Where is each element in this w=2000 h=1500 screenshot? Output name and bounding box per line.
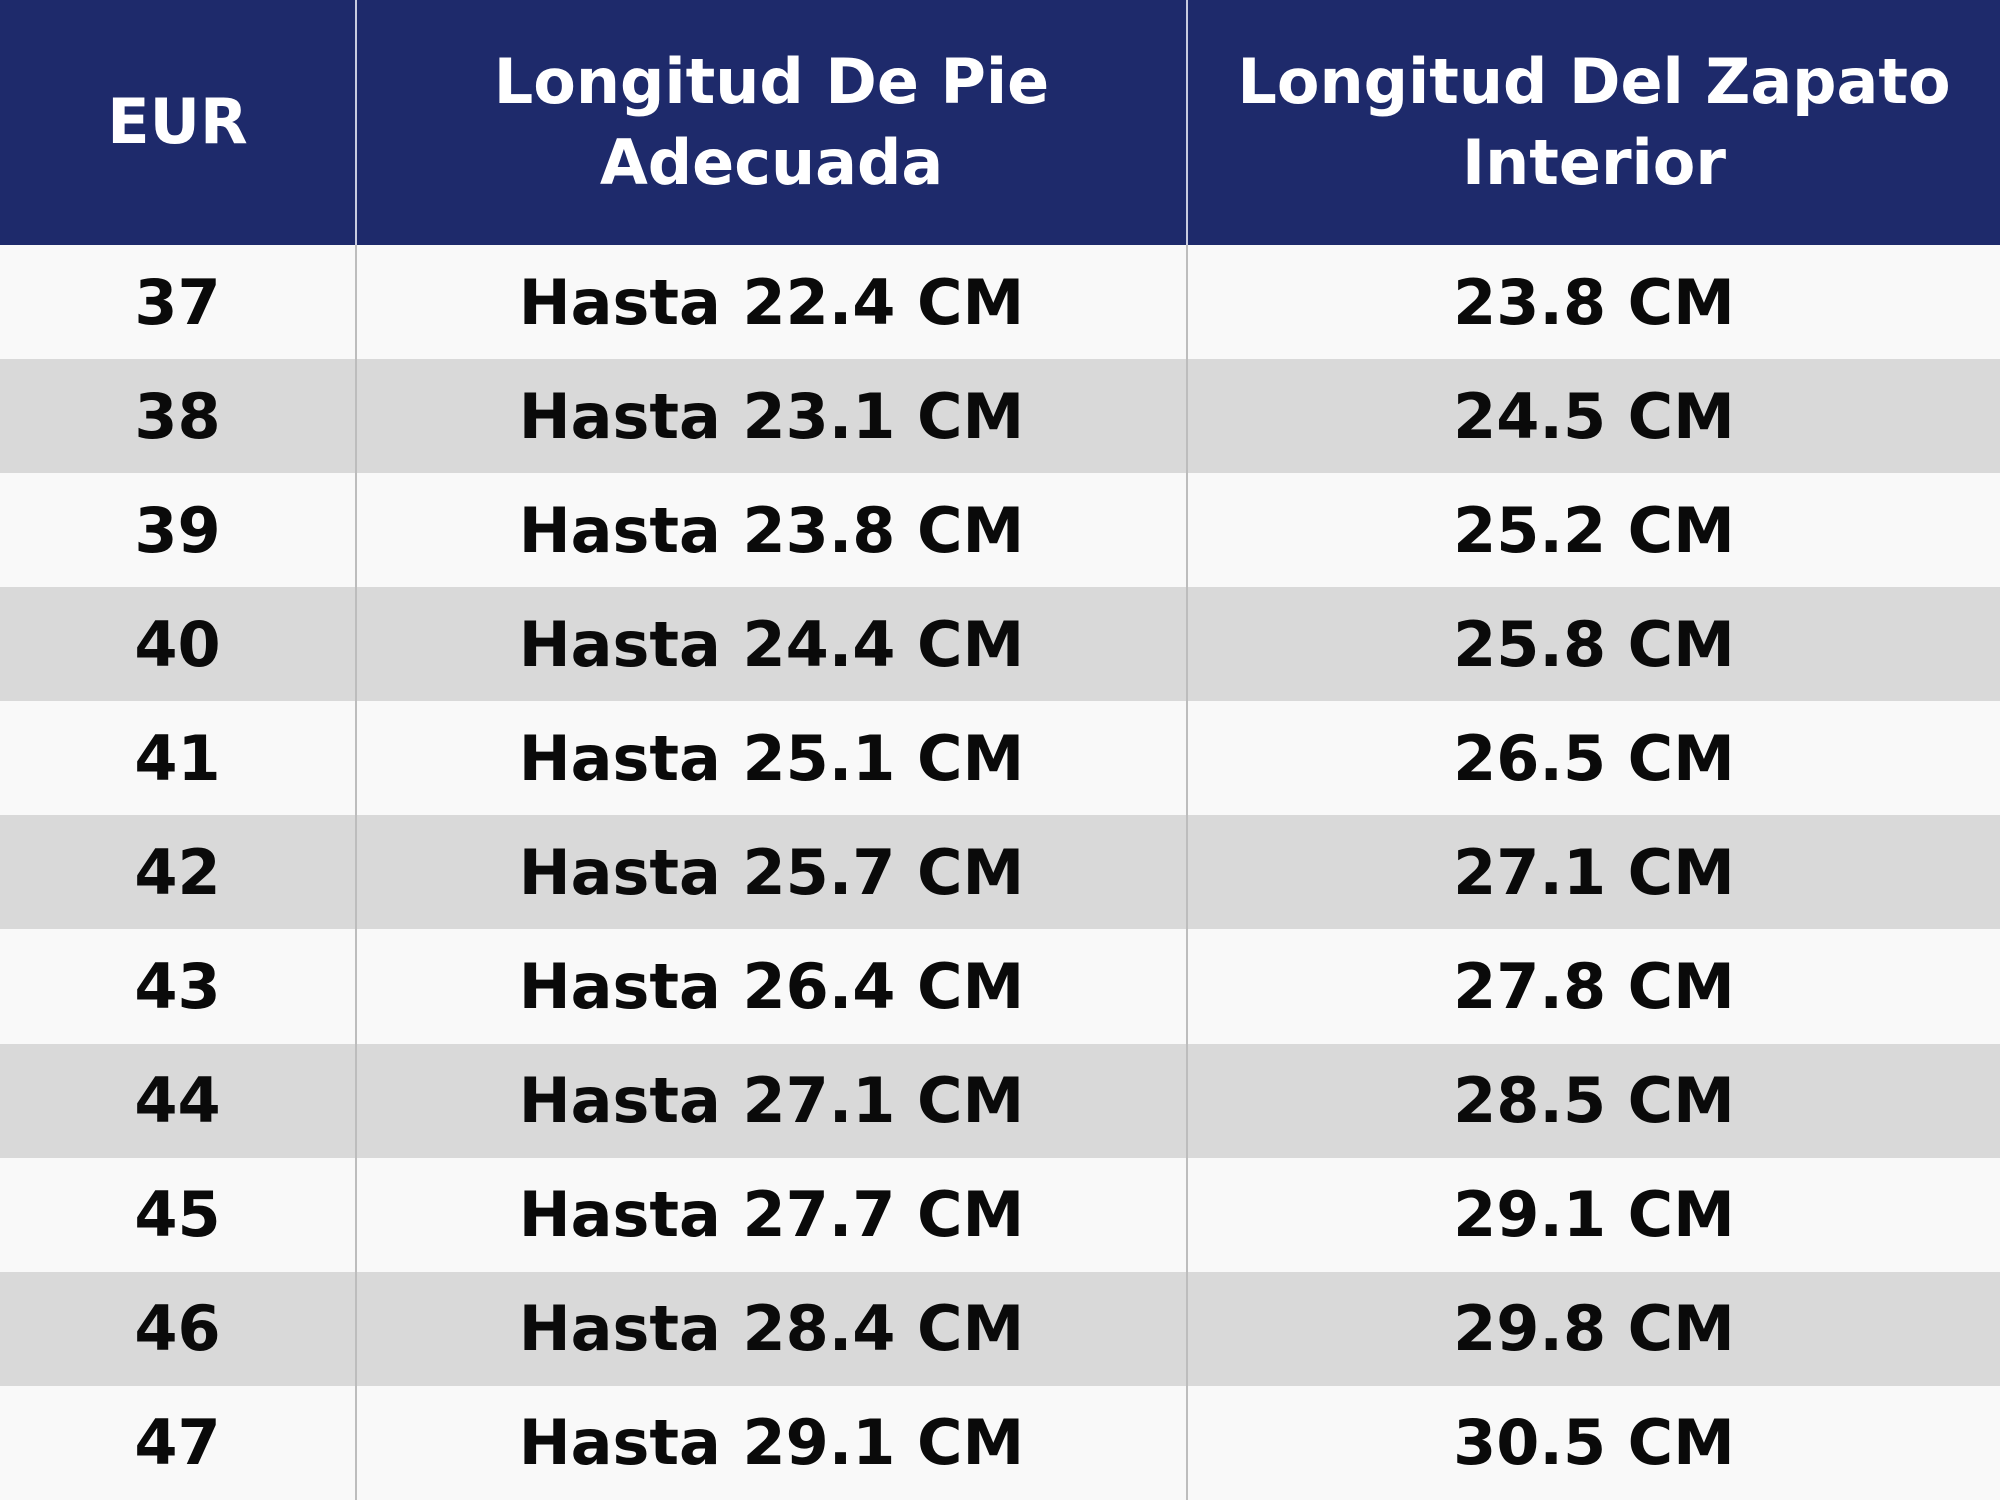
table-body: 37 Hasta 22.4 CM 23.8 CM 38 Hasta 23.1 CM 24.…: [0, 245, 2000, 1500]
table-cell: 27.8 CM: [1186, 929, 2000, 1044]
table-cell: 39: [0, 473, 356, 588]
table-cell: 47: [0, 1385, 356, 1500]
table-cell: 23.8 CM: [1186, 245, 2000, 360]
header-text: EUR: [107, 85, 248, 159]
table-cell: 27.1 CM: [1186, 815, 2000, 930]
table-cell: Hasta 22.4 CM: [355, 245, 1187, 360]
table-cell: Hasta 29.1 CM: [355, 1385, 1187, 1500]
table-cell: Hasta 23.1 CM: [355, 359, 1187, 474]
table-cell: Hasta 25.7 CM: [355, 815, 1187, 930]
header-cell: EUR: [0, 0, 356, 245]
table-row: 46 Hasta 28.4 CM 29.8 CM: [0, 1271, 2000, 1386]
table-cell: 45: [0, 1157, 356, 1272]
table-cell: 40: [0, 587, 356, 702]
table-cell: 28.5 CM: [1186, 1043, 2000, 1158]
table-row: 39 Hasta 23.8 CM 25.2 CM: [0, 473, 2000, 588]
header-cell: Longitud De Pie Adecuada: [355, 0, 1187, 245]
table-cell: 43: [0, 929, 356, 1044]
table-row: 38 Hasta 23.1 CM 24.5 CM: [0, 359, 2000, 474]
table-row: 47 Hasta 29.1 CM 30.5 CM: [0, 1385, 2000, 1500]
table-row: 37 Hasta 22.4 CM 23.8 CM: [0, 245, 2000, 360]
table-cell: Hasta 23.8 CM: [355, 473, 1187, 588]
table-cell: 25.8 CM: [1186, 587, 2000, 702]
table-cell: Hasta 24.4 CM: [355, 587, 1187, 702]
table-cell: Hasta 25.1 CM: [355, 701, 1187, 816]
table-cell: 37: [0, 245, 356, 360]
table-cell: 38: [0, 359, 356, 474]
table-cell: 24.5 CM: [1186, 359, 2000, 474]
header-cell: Longitud Del Zapato Interior: [1186, 0, 2000, 245]
header-text: Longitud Del Zapato Interior: [1237, 44, 1951, 199]
header-text: Longitud De Pie Adecuada: [493, 44, 1050, 199]
table-cell: Hasta 27.7 CM: [355, 1157, 1187, 1272]
table-row: 45 Hasta 27.7 CM 29.1 CM: [0, 1157, 2000, 1272]
table-row: 44 Hasta 27.1 CM 28.5 CM: [0, 1043, 2000, 1158]
table-cell: 29.1 CM: [1186, 1157, 2000, 1272]
table-cell: Hasta 27.1 CM: [355, 1043, 1187, 1158]
table-row: 41 Hasta 25.1 CM 26.5 CM: [0, 701, 2000, 816]
table-cell: Hasta 26.4 CM: [355, 929, 1187, 1044]
table-row: 43 Hasta 26.4 CM 27.8 CM: [0, 929, 2000, 1044]
table-cell: 41: [0, 701, 356, 816]
table-row: 42 Hasta 25.7 CM 27.1 CM: [0, 815, 2000, 930]
table-cell: 26.5 CM: [1186, 701, 2000, 816]
table-row: 40 Hasta 24.4 CM 25.8 CM: [0, 587, 2000, 702]
table-cell: 25.2 CM: [1186, 473, 2000, 588]
table-cell: 42: [0, 815, 356, 930]
table-cell: Hasta 28.4 CM: [355, 1271, 1187, 1386]
table-cell: 46: [0, 1271, 356, 1386]
table-cell: 29.8 CM: [1186, 1271, 2000, 1386]
header-row: EUR Longitud De Pie Adecuada Longitud Del …: [0, 0, 2000, 245]
table-cell: 44: [0, 1043, 356, 1158]
table-cell: 30.5 CM: [1186, 1385, 2000, 1500]
